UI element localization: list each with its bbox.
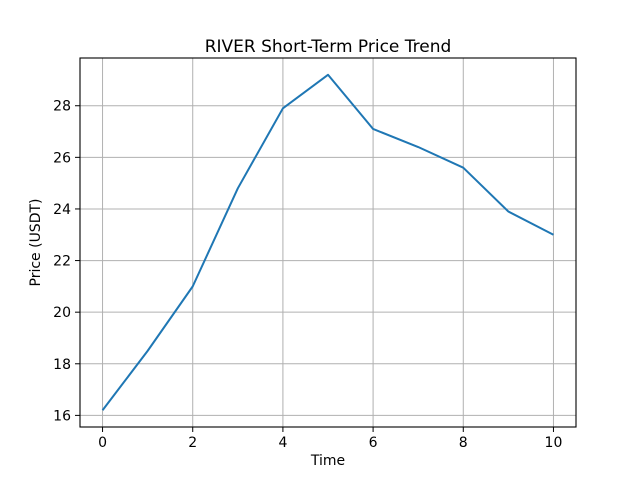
x-tick-label-8: 8 <box>459 435 468 451</box>
x-tick-label-2: 2 <box>188 435 197 451</box>
y-tick-label-16: 16 <box>53 408 71 424</box>
y-axis-label: Price (USDT) <box>28 199 44 287</box>
x-tick-label-10: 10 <box>545 435 563 451</box>
y-tick-label-28: 28 <box>53 99 71 115</box>
y-tick-label-24: 24 <box>53 202 71 218</box>
x-axis-label: Time <box>310 453 345 469</box>
y-tick-label-20: 20 <box>53 305 71 321</box>
x-tick-label-6: 6 <box>369 435 378 451</box>
grid <box>80 58 576 427</box>
x-tick-label-4: 4 <box>278 435 287 451</box>
x-tick-label-0: 0 <box>98 435 107 451</box>
axis-ticks <box>75 105 554 432</box>
y-tick-label-18: 18 <box>53 357 71 373</box>
y-tick-label-26: 26 <box>53 150 71 166</box>
plot-border <box>79 57 577 428</box>
y-tick-label-22: 22 <box>53 254 71 270</box>
price-line <box>101 73 554 411</box>
chart-title: RIVER Short-Term Price Trend <box>205 37 452 57</box>
